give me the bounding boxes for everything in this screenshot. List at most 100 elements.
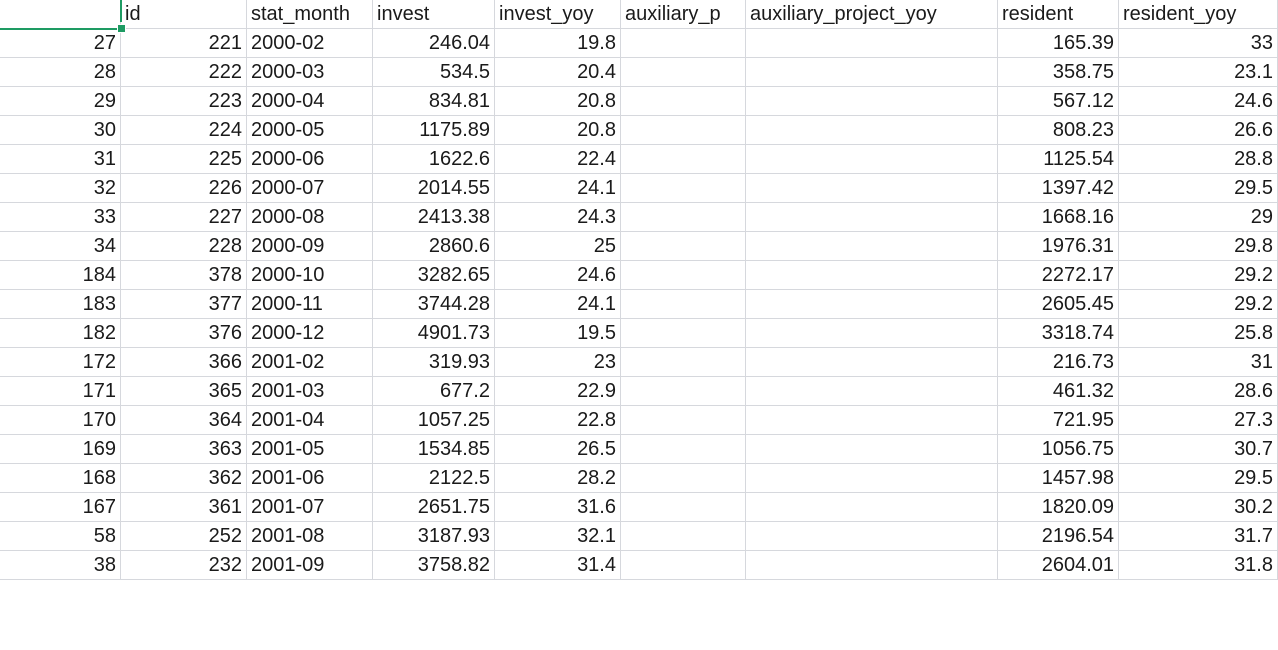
cell-col-invest-yoy[interactable]: 31.4: [495, 551, 621, 580]
cell-col-auxiliary-project-yoy[interactable]: [746, 58, 998, 87]
cell-col-invest-yoy[interactable]: 24.3: [495, 203, 621, 232]
cell-col-a[interactable]: 30: [0, 116, 121, 145]
cell-col-invest[interactable]: 2651.75: [373, 493, 495, 522]
cell-col-id[interactable]: 378: [121, 261, 247, 290]
cell-col-resident[interactable]: 358.75: [998, 58, 1119, 87]
cell-col-a[interactable]: 34: [0, 232, 121, 261]
cell-col-resident-yoy[interactable]: 30.7: [1119, 435, 1278, 464]
cell-col-a[interactable]: 32: [0, 174, 121, 203]
cell-col-stat-month[interactable]: 2000-12: [247, 319, 373, 348]
cell-col-auxiliary-p[interactable]: [621, 435, 746, 464]
cell-col-auxiliary-project-yoy[interactable]: [746, 29, 998, 58]
cell-col-id[interactable]: 363: [121, 435, 247, 464]
cell-col-invest-yoy[interactable]: 20.8: [495, 116, 621, 145]
cell-col-invest-yoy[interactable]: 32.1: [495, 522, 621, 551]
cell-col-invest-yoy[interactable]: 24.6: [495, 261, 621, 290]
cell-col-a[interactable]: 33: [0, 203, 121, 232]
cell-col-id[interactable]: 225: [121, 145, 247, 174]
cell-col-stat-month[interactable]: 2000-08: [247, 203, 373, 232]
cell-col-id[interactable]: 227: [121, 203, 247, 232]
cell-col-invest-yoy[interactable]: 19.5: [495, 319, 621, 348]
header-cell-invest[interactable]: invest: [373, 0, 495, 29]
header-cell-resident-yoy[interactable]: resident_yoy: [1119, 0, 1278, 29]
cell-col-id[interactable]: 223: [121, 87, 247, 116]
cell-col-invest[interactable]: 3282.65: [373, 261, 495, 290]
cell-col-auxiliary-p[interactable]: [621, 464, 746, 493]
cell-col-auxiliary-project-yoy[interactable]: [746, 522, 998, 551]
cell-col-auxiliary-project-yoy[interactable]: [746, 551, 998, 580]
cell-col-stat-month[interactable]: 2000-07: [247, 174, 373, 203]
cell-col-resident-yoy[interactable]: 33: [1119, 29, 1278, 58]
cell-col-resident-yoy[interactable]: 29.5: [1119, 464, 1278, 493]
cell-col-auxiliary-project-yoy[interactable]: [746, 493, 998, 522]
cell-col-resident[interactable]: 165.39: [998, 29, 1119, 58]
cell-col-stat-month[interactable]: 2001-05: [247, 435, 373, 464]
cell-col-id[interactable]: 232: [121, 551, 247, 580]
cell-col-stat-month[interactable]: 2000-04: [247, 87, 373, 116]
cell-col-auxiliary-p[interactable]: [621, 87, 746, 116]
cell-col-invest-yoy[interactable]: 28.2: [495, 464, 621, 493]
cell-col-auxiliary-project-yoy[interactable]: [746, 232, 998, 261]
cell-col-stat-month[interactable]: 2000-05: [247, 116, 373, 145]
cell-col-auxiliary-p[interactable]: [621, 348, 746, 377]
cell-col-resident[interactable]: 1976.31: [998, 232, 1119, 261]
cell-col-a[interactable]: 31: [0, 145, 121, 174]
cell-col-stat-month[interactable]: 2001-09: [247, 551, 373, 580]
cell-col-resident[interactable]: 216.73: [998, 348, 1119, 377]
cell-col-invest[interactable]: 1622.6: [373, 145, 495, 174]
cell-col-auxiliary-p[interactable]: [621, 203, 746, 232]
cell-col-invest-yoy[interactable]: 26.5: [495, 435, 621, 464]
cell-col-id[interactable]: 222: [121, 58, 247, 87]
cell-col-auxiliary-project-yoy[interactable]: [746, 377, 998, 406]
cell-col-auxiliary-project-yoy[interactable]: [746, 435, 998, 464]
cell-col-auxiliary-p[interactable]: [621, 319, 746, 348]
cell-col-resident[interactable]: 2604.01: [998, 551, 1119, 580]
cell-col-invest[interactable]: 677.2: [373, 377, 495, 406]
cell-col-resident-yoy[interactable]: 28.6: [1119, 377, 1278, 406]
cell-col-auxiliary-project-yoy[interactable]: [746, 87, 998, 116]
cell-col-invest[interactable]: 3187.93: [373, 522, 495, 551]
cell-col-auxiliary-p[interactable]: [621, 261, 746, 290]
cell-col-invest[interactable]: 2413.38: [373, 203, 495, 232]
cell-col-auxiliary-project-yoy[interactable]: [746, 261, 998, 290]
cell-col-resident-yoy[interactable]: 29.2: [1119, 290, 1278, 319]
cell-col-invest-yoy[interactable]: 25: [495, 232, 621, 261]
cell-col-a[interactable]: 182: [0, 319, 121, 348]
cell-col-stat-month[interactable]: 2001-02: [247, 348, 373, 377]
cell-col-invest-yoy[interactable]: 20.4: [495, 58, 621, 87]
cell-col-id[interactable]: 252: [121, 522, 247, 551]
cell-col-invest-yoy[interactable]: 23: [495, 348, 621, 377]
cell-col-id[interactable]: 361: [121, 493, 247, 522]
cell-col-auxiliary-project-yoy[interactable]: [746, 116, 998, 145]
cell-col-stat-month[interactable]: 2001-06: [247, 464, 373, 493]
fill-handle[interactable]: [117, 24, 126, 33]
cell-col-a[interactable]: 27: [0, 29, 121, 58]
cell-col-stat-month[interactable]: 2000-10: [247, 261, 373, 290]
cell-col-resident-yoy[interactable]: 23.1: [1119, 58, 1278, 87]
cell-col-invest[interactable]: 1057.25: [373, 406, 495, 435]
cell-col-invest[interactable]: 2122.5: [373, 464, 495, 493]
cell-col-resident[interactable]: 2196.54: [998, 522, 1119, 551]
cell-col-id[interactable]: 224: [121, 116, 247, 145]
cell-col-auxiliary-p[interactable]: [621, 29, 746, 58]
cell-col-id[interactable]: 366: [121, 348, 247, 377]
cell-col-auxiliary-p[interactable]: [621, 377, 746, 406]
cell-col-stat-month[interactable]: 2000-06: [247, 145, 373, 174]
cell-col-invest-yoy[interactable]: 22.4: [495, 145, 621, 174]
cell-col-resident-yoy[interactable]: 30.2: [1119, 493, 1278, 522]
cell-col-auxiliary-project-yoy[interactable]: [746, 174, 998, 203]
cell-col-invest[interactable]: 3744.28: [373, 290, 495, 319]
cell-col-resident-yoy[interactable]: 26.6: [1119, 116, 1278, 145]
cell-col-a[interactable]: 184: [0, 261, 121, 290]
cell-col-a[interactable]: 169: [0, 435, 121, 464]
cell-col-stat-month[interactable]: 2001-03: [247, 377, 373, 406]
cell-col-id[interactable]: 376: [121, 319, 247, 348]
header-cell-auxiliary-project-yoy[interactable]: auxiliary_project_yoy: [746, 0, 998, 29]
cell-col-invest[interactable]: 2860.6: [373, 232, 495, 261]
cell-col-id[interactable]: 364: [121, 406, 247, 435]
cell-col-resident-yoy[interactable]: 29: [1119, 203, 1278, 232]
cell-col-resident[interactable]: 1668.16: [998, 203, 1119, 232]
cell-col-invest-yoy[interactable]: 31.6: [495, 493, 621, 522]
cell-col-resident[interactable]: 1820.09: [998, 493, 1119, 522]
